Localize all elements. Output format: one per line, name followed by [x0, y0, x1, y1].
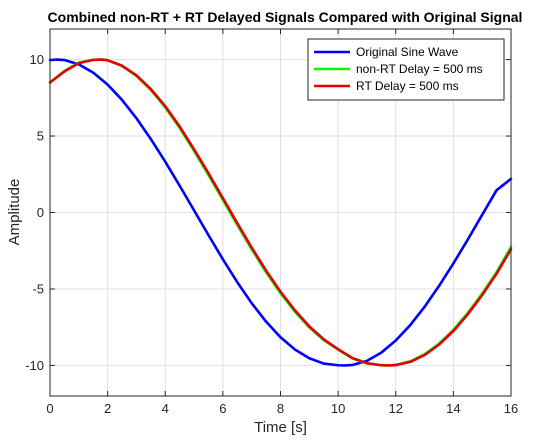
y-tick-label: -10	[25, 358, 44, 373]
x-tick-label: 4	[162, 401, 169, 416]
x-tick-label: 10	[331, 401, 345, 416]
x-tick-label: 2	[104, 401, 111, 416]
legend-entry-rt-delay-500-ms: RT Delay = 500 ms	[356, 79, 459, 93]
legend-entry-non-rt-delay-500-ms: non-RT Delay = 500 ms	[356, 62, 483, 76]
series-line-original-sine-wave	[48, 58, 513, 367]
x-tick-label: 6	[219, 401, 226, 416]
x-tick-label: 8	[277, 401, 284, 416]
x-tick-label: 12	[389, 401, 403, 416]
y-axis-label: Amplitude	[6, 179, 23, 246]
x-tick-label: 14	[446, 401, 460, 416]
x-tick-label: 0	[46, 401, 53, 416]
y-tick-label: 0	[37, 205, 44, 220]
chart-title: Combined non-RT + RT Delayed Signals Com…	[48, 9, 523, 25]
x-axis-label: Time [s]	[254, 419, 307, 436]
series-layer	[48, 58, 513, 367]
legend-entry-original-sine-wave: Original Sine Wave	[356, 45, 459, 59]
legend: Original Sine Wave non-RT Delay = 500 ms R…	[307, 38, 505, 101]
y-tick-label: -5	[32, 281, 44, 296]
x-tick-label: 16	[504, 401, 518, 416]
y-tick-label: 5	[37, 129, 44, 144]
y-tick-label: 10	[30, 52, 44, 67]
y-axis-ticks: -10 -5 0 5 10	[25, 52, 511, 373]
x-axis-ticks: 0 2 4 6 8 10 12 14 16	[46, 29, 518, 416]
series-line-rt-delay-500-ms	[48, 58, 513, 367]
